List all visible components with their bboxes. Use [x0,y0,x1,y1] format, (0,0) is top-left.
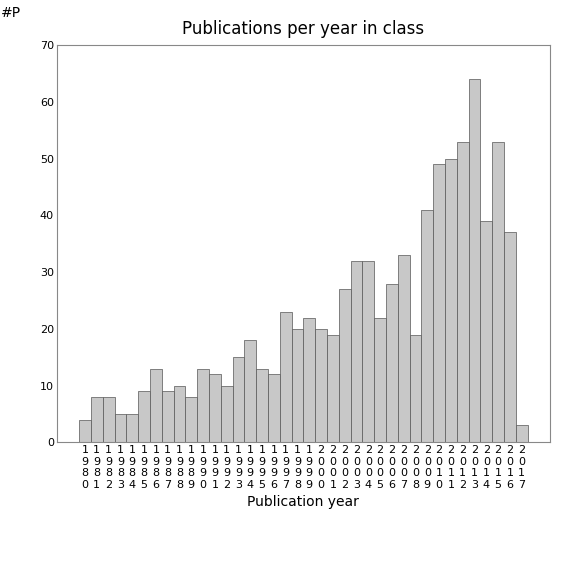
Bar [386,284,398,442]
Bar [338,289,350,442]
Bar [291,329,303,442]
Bar [185,397,197,442]
Bar [268,374,280,442]
Bar [303,318,315,442]
Bar [362,261,374,442]
Bar [398,255,409,442]
Bar [126,414,138,442]
Bar [445,159,457,442]
Bar [457,142,468,442]
Bar [150,369,162,442]
Bar [433,164,445,442]
Bar [256,369,268,442]
Bar [516,425,527,442]
Bar [209,374,221,442]
Bar [350,261,362,442]
Bar [115,414,126,442]
Bar [103,397,115,442]
Bar [174,386,185,442]
Bar [232,357,244,442]
Bar [492,142,504,442]
Bar [221,386,232,442]
Bar [468,79,480,442]
Bar [480,221,492,442]
Text: #P: #P [1,6,22,20]
Bar [315,329,327,442]
Title: Publications per year in class: Publications per year in class [182,20,425,38]
Bar [197,369,209,442]
Bar [421,210,433,442]
Bar [79,420,91,442]
Bar [374,318,386,442]
Bar [327,335,338,442]
X-axis label: Publication year: Publication year [247,496,359,509]
Bar [280,312,291,442]
Bar [409,335,421,442]
Bar [504,232,516,442]
Bar [138,391,150,442]
Bar [244,340,256,442]
Bar [91,397,103,442]
Bar [162,391,174,442]
